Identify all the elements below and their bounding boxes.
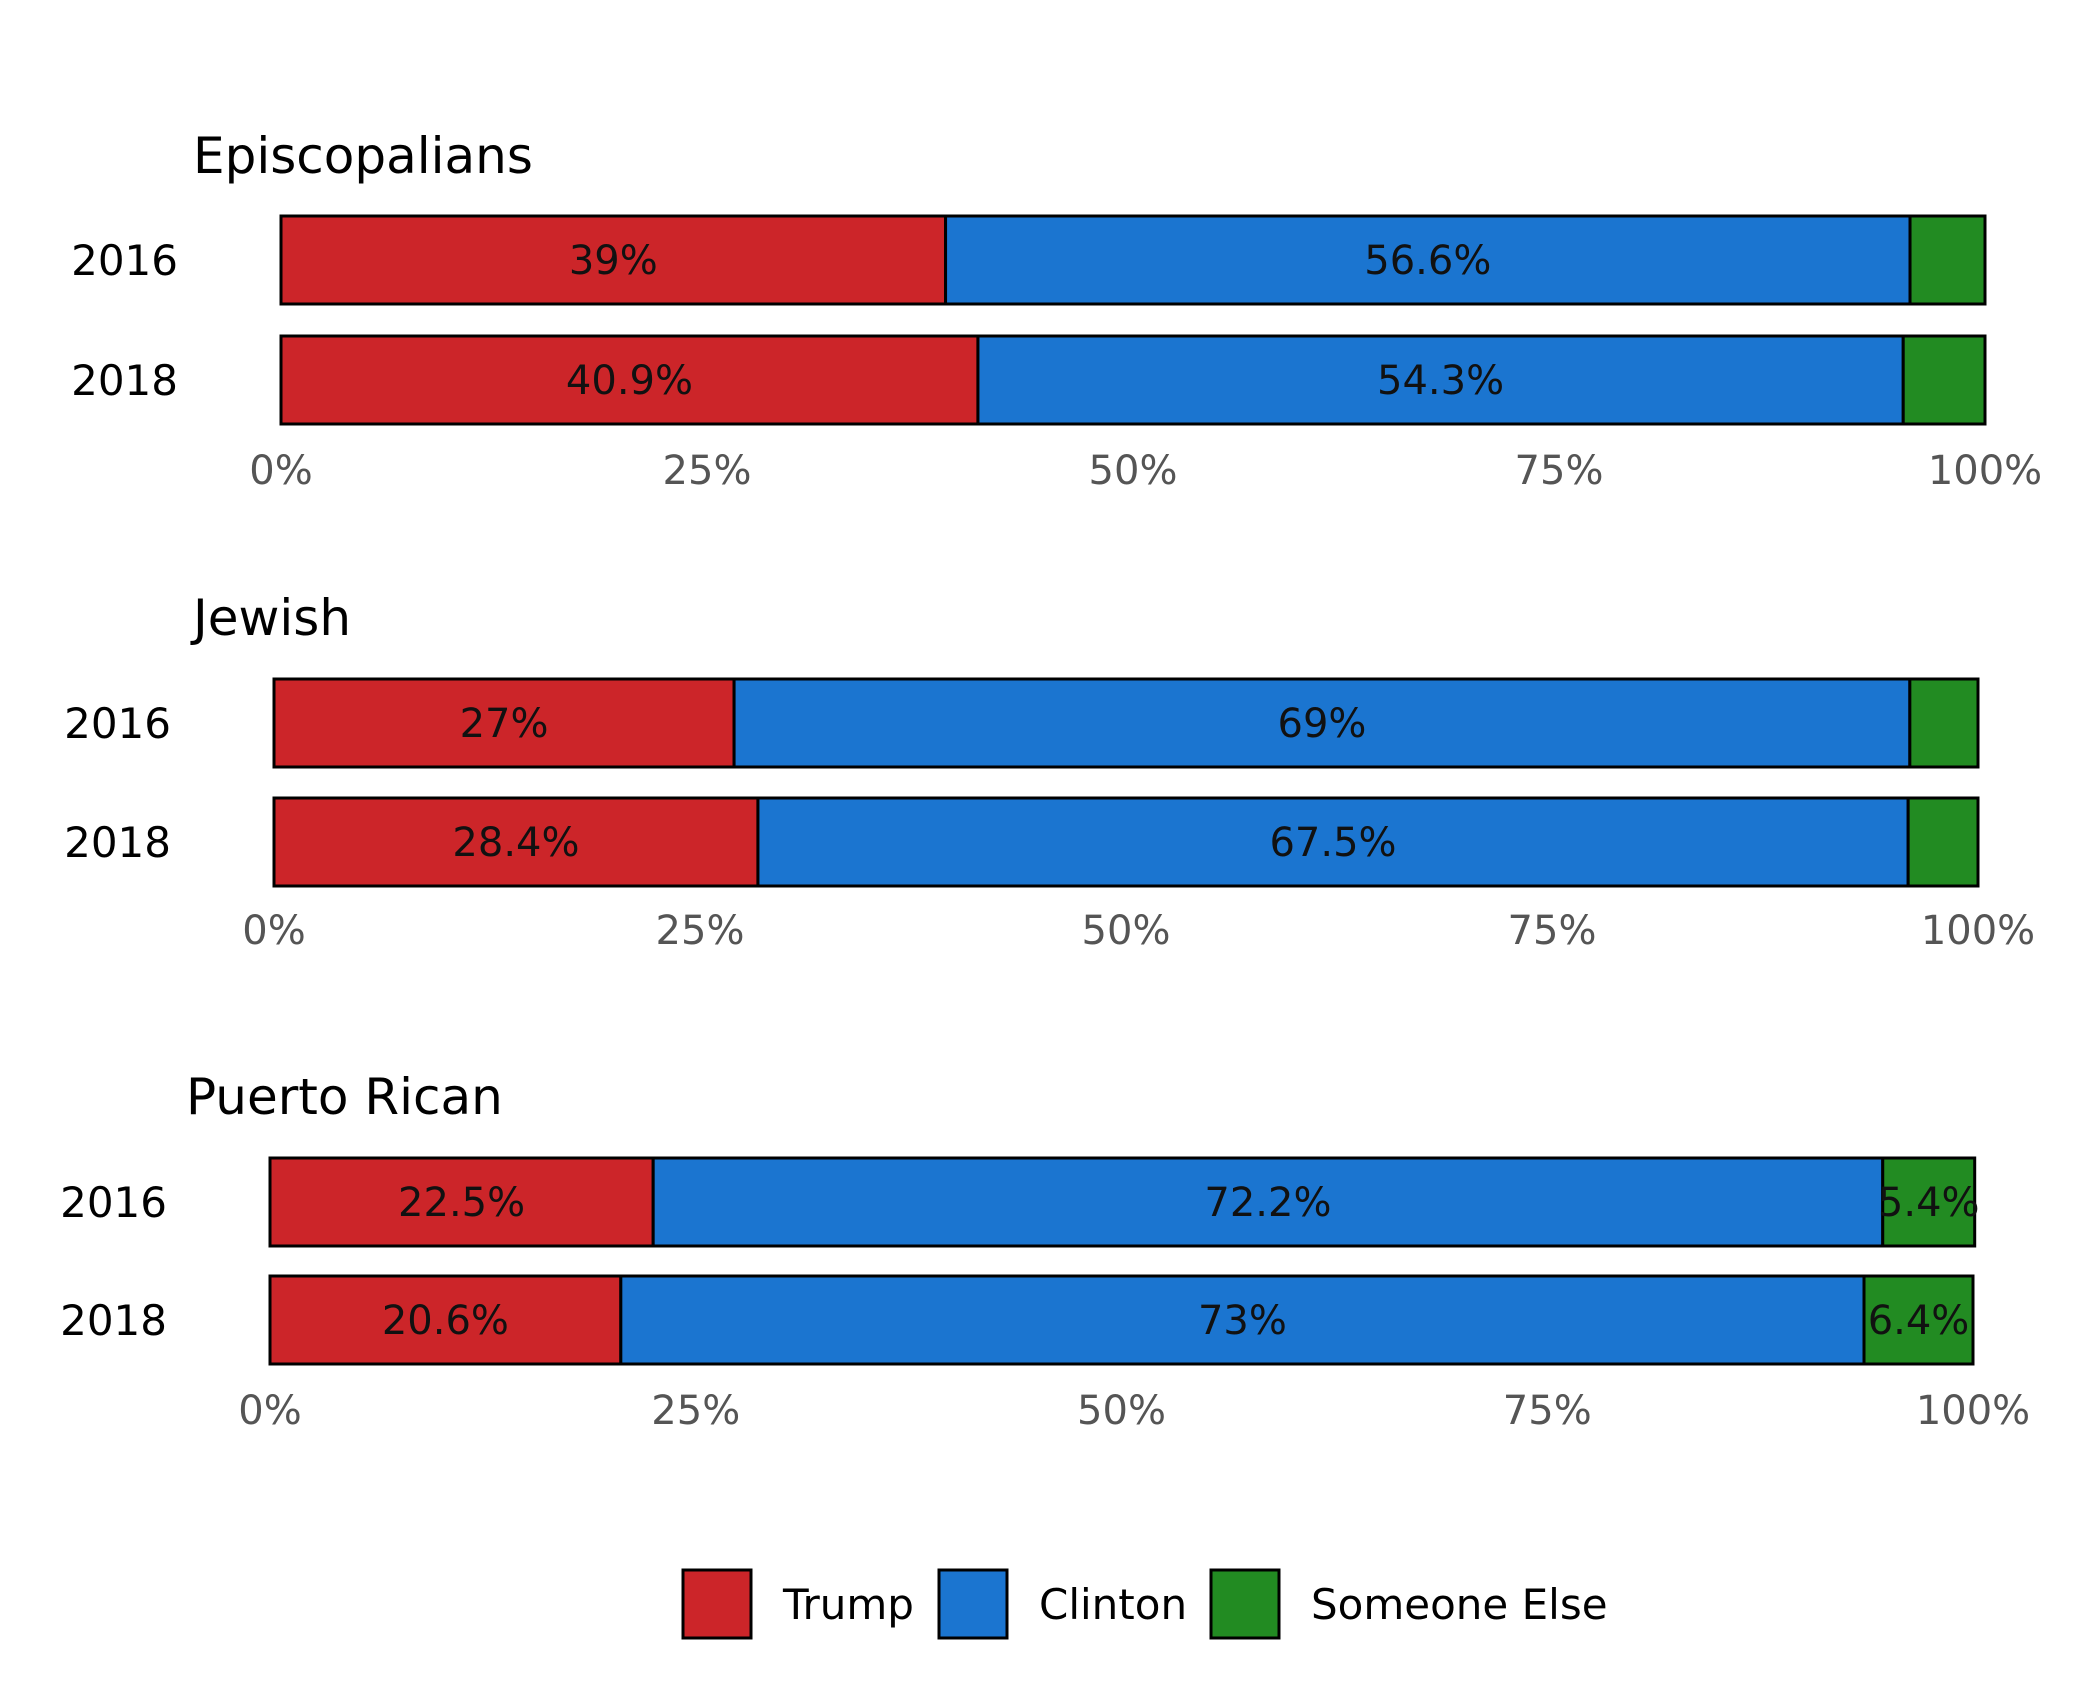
bar-segment-someone-else bbox=[1910, 216, 1985, 304]
panel-title: Puerto Rican bbox=[186, 1068, 503, 1126]
panel-title: Jewish bbox=[190, 589, 351, 647]
year-label: 2016 bbox=[64, 699, 171, 748]
x-tick-label: 50% bbox=[1082, 908, 1171, 954]
data-label: 72.2% bbox=[1204, 1180, 1331, 1226]
x-tick-label: 0% bbox=[238, 1388, 301, 1434]
chart-panels: Episcopalians 2016 39% 56.6% 2018 40.9% 54.3% 0… bbox=[60, 127, 2042, 1434]
x-tick-label: 50% bbox=[1089, 448, 1178, 494]
data-label: 39% bbox=[569, 238, 658, 284]
data-label: 69% bbox=[1278, 701, 1367, 747]
legend-label: Clinton bbox=[1039, 1580, 1187, 1629]
legend-item-someone-else: Someone Else bbox=[1211, 1570, 1608, 1638]
x-tick-label: 25% bbox=[663, 448, 752, 494]
data-label: 73% bbox=[1198, 1298, 1287, 1344]
panel-2: Puerto Rican 2016 22.5% 72.2% 5.4% 2018 20.6% 7… bbox=[60, 1068, 2030, 1434]
year-label: 2018 bbox=[60, 1296, 167, 1345]
x-tick-label: 25% bbox=[656, 908, 745, 954]
x-tick-label: 0% bbox=[242, 908, 305, 954]
panel-1: Jewish 2016 27% 69% 2018 28.4% 67.5% 0% 25% 50% 75… bbox=[64, 589, 2035, 954]
x-tick-label: 0% bbox=[249, 448, 312, 494]
legend-label: Trump bbox=[782, 1580, 914, 1629]
x-tick-label: 50% bbox=[1077, 1388, 1166, 1434]
panel-title: Episcopalians bbox=[193, 127, 533, 185]
data-label: 40.9% bbox=[566, 358, 693, 404]
legend-item-clinton: Clinton bbox=[939, 1570, 1187, 1638]
year-label: 2018 bbox=[64, 818, 171, 867]
data-label: 28.4% bbox=[452, 820, 579, 866]
legend: Trump Clinton Someone Else bbox=[683, 1570, 1608, 1638]
x-tick-label: 100% bbox=[1928, 448, 2042, 494]
data-label: 20.6% bbox=[382, 1298, 509, 1344]
legend-swatch bbox=[683, 1570, 751, 1638]
data-label: 56.6% bbox=[1364, 238, 1491, 284]
bar-segment-someone-else bbox=[1903, 336, 1985, 424]
legend-swatch bbox=[1211, 1570, 1279, 1638]
x-tick-label: 100% bbox=[1916, 1388, 2030, 1434]
year-label: 2016 bbox=[71, 236, 178, 285]
legend-item-trump: Trump bbox=[683, 1570, 914, 1638]
legend-swatch bbox=[939, 1570, 1007, 1638]
year-label: 2018 bbox=[71, 356, 178, 405]
panel-0: Episcopalians 2016 39% 56.6% 2018 40.9% 54.3% 0… bbox=[71, 127, 2042, 494]
legend-label: Someone Else bbox=[1311, 1580, 1608, 1629]
data-label: 22.5% bbox=[398, 1180, 525, 1226]
x-tick-label: 75% bbox=[1508, 908, 1597, 954]
data-label: 6.4% bbox=[1868, 1298, 1970, 1344]
x-tick-label: 75% bbox=[1515, 448, 1604, 494]
x-tick-label: 100% bbox=[1921, 908, 2035, 954]
x-tick-label: 75% bbox=[1503, 1388, 1592, 1434]
data-label: 54.3% bbox=[1377, 358, 1504, 404]
bar-segment-someone-else bbox=[1908, 798, 1978, 886]
x-tick-label: 25% bbox=[651, 1388, 740, 1434]
data-label: 67.5% bbox=[1269, 820, 1396, 866]
data-label: 5.4% bbox=[1878, 1180, 1980, 1226]
bar-segment-someone-else bbox=[1910, 679, 1978, 767]
data-label: 27% bbox=[460, 701, 549, 747]
year-label: 2016 bbox=[60, 1178, 167, 1227]
